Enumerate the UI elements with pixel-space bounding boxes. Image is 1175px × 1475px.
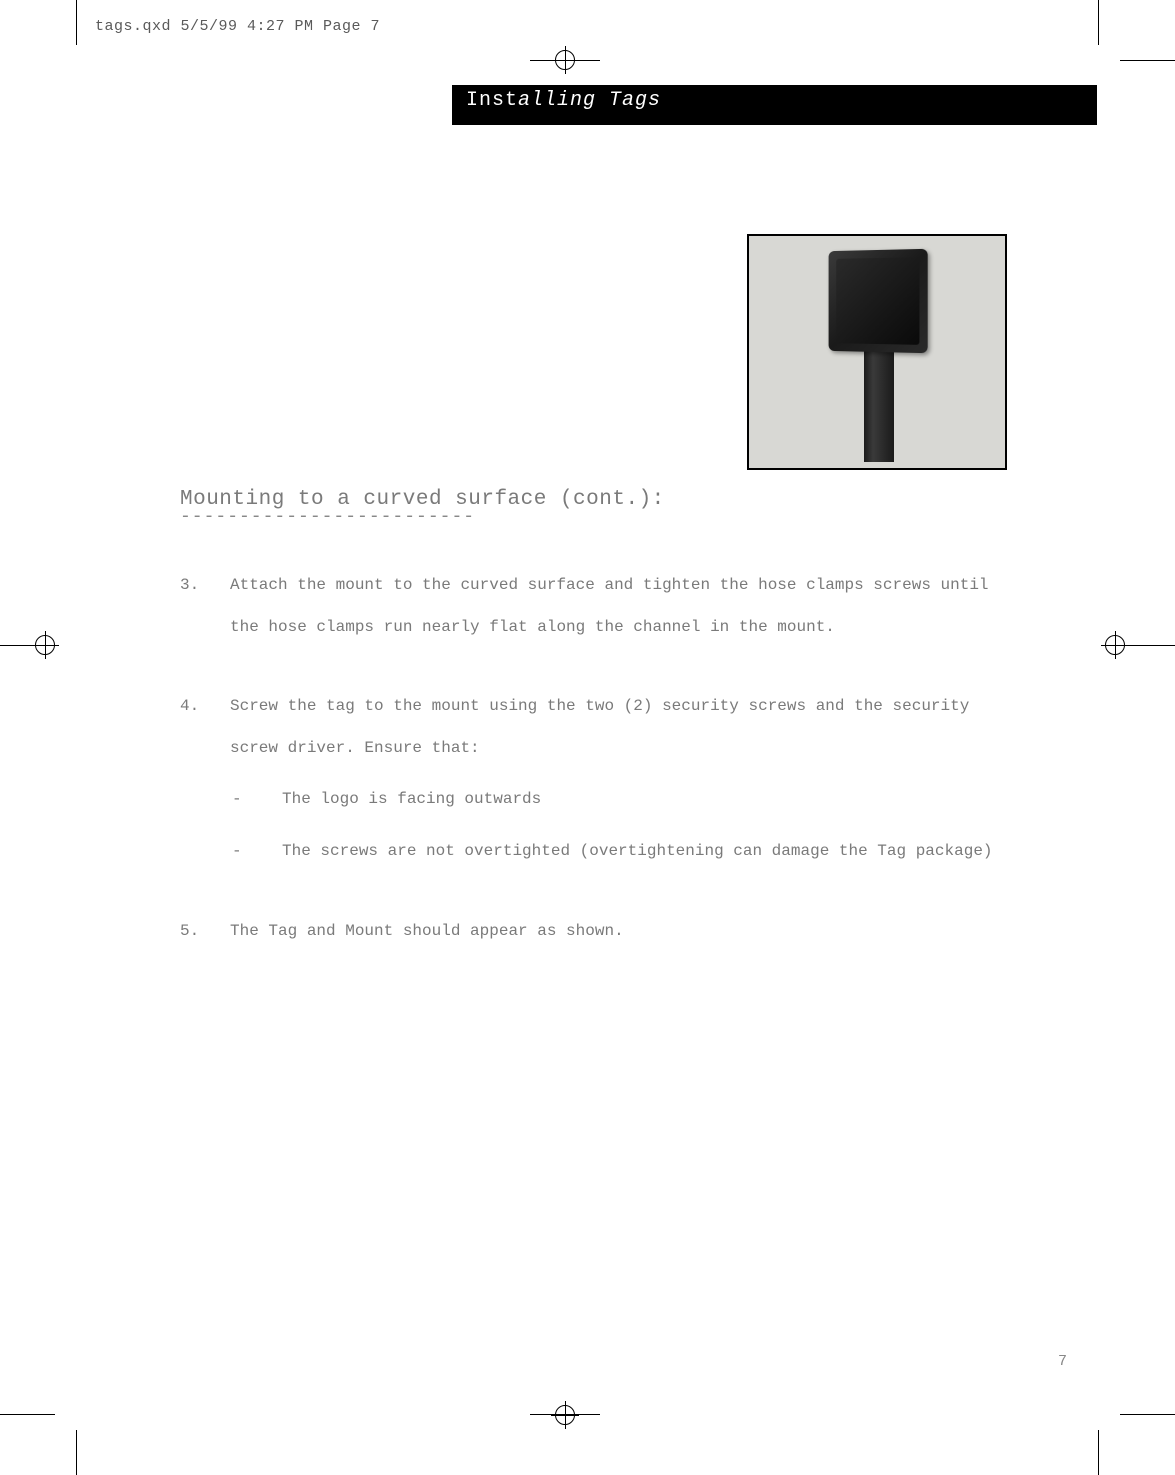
- registration-mark: [555, 50, 575, 70]
- sub-list-dash: -: [230, 779, 282, 821]
- body-content: Mounting to a curved surface (cont.): --…: [180, 488, 1007, 952]
- print-slug-line: tags.qxd 5/5/99 4:27 PM Page 7: [95, 18, 380, 35]
- crop-mark: [1120, 1414, 1175, 1415]
- crop-mark: [76, 1430, 77, 1475]
- list-text: Screw the tag to the mount using the two…: [230, 686, 1007, 769]
- registration-mark: [35, 635, 55, 655]
- registration-mark: [1105, 635, 1125, 655]
- registration-mark: [555, 1405, 575, 1425]
- list-number: 3.: [180, 565, 230, 648]
- sub-list-item: - The logo is facing outwards: [230, 779, 1007, 821]
- figure-illustration: [747, 234, 1007, 470]
- crop-mark: [1120, 60, 1175, 61]
- list-item: 5. The Tag and Mount should appear as sh…: [180, 911, 1007, 953]
- crop-mark: [1098, 0, 1099, 45]
- sub-list-dash: -: [230, 831, 282, 873]
- sub-list-text: The logo is facing outwards: [282, 779, 1007, 821]
- list-text: Attach the mount to the curved surface a…: [230, 565, 1007, 648]
- tag-device-icon: [822, 242, 932, 462]
- crop-mark: [76, 0, 77, 45]
- list-item: 3. Attach the mount to the curved surfac…: [180, 565, 1007, 648]
- page-number: 7: [1058, 1353, 1067, 1370]
- crop-mark: [1098, 1430, 1099, 1475]
- list-text: The Tag and Mount should appear as shown…: [230, 911, 1007, 953]
- list-item: 4. Screw the tag to the mount using the …: [180, 686, 1007, 872]
- section-title-part2: alling Tags: [518, 89, 661, 112]
- list-number: 4.: [180, 686, 230, 872]
- sub-list-item: - The screws are not overtighted (overti…: [230, 831, 1007, 873]
- sub-list-text: The screws are not overtighted (overtigh…: [282, 831, 1007, 873]
- crop-mark: [0, 1414, 55, 1415]
- list-number: 5.: [180, 911, 230, 953]
- section-title-part1: Inst: [466, 89, 518, 112]
- section-header: Installing Tags: [452, 85, 1097, 125]
